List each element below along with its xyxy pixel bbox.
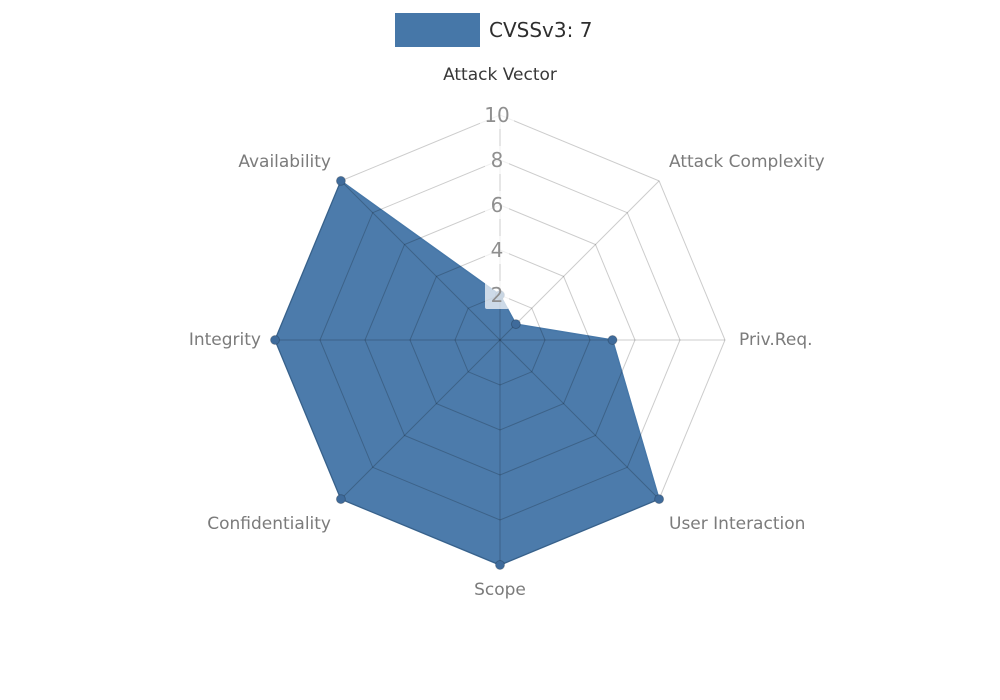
grid-spoke-user-interaction	[499, 339, 660, 500]
tick-label-box-4	[485, 236, 509, 264]
axis-label-scope: Scope	[474, 580, 526, 600]
grid-spoke-confidentiality	[340, 339, 501, 500]
tick-label-box-8	[485, 146, 509, 174]
grid-ring-4	[409, 249, 591, 431]
tick-label-6: 6	[491, 193, 504, 217]
axis-label-priv-req: Priv.Req.	[739, 330, 813, 350]
legend-swatch	[395, 13, 480, 47]
grid-spoke-availability	[340, 180, 501, 341]
series-marker-confidentiality	[335, 494, 346, 505]
axis-label-integrity: Integrity	[189, 330, 261, 350]
series-marker-user-interaction	[654, 494, 665, 505]
series-marker-integrity	[270, 335, 280, 345]
legend-label: CVSSv3: 7	[489, 18, 593, 42]
series-marker-availability	[335, 175, 346, 186]
axis-label-availability: Availability	[238, 152, 331, 172]
tick-label-box-10	[480, 101, 514, 129]
axis-label-attack-vector: Attack Vector	[443, 65, 557, 85]
grid-ring-8	[319, 159, 681, 521]
series-marker-priv-req	[607, 335, 618, 345]
tick-label-4: 4	[491, 238, 504, 262]
tick-label-box-6	[485, 191, 509, 219]
axis-label-attack-complexity: Attack Complexity	[669, 152, 825, 172]
series-marker-scope	[495, 560, 505, 570]
tick-label-box-2	[485, 281, 509, 309]
tick-label-8: 8	[491, 148, 504, 172]
grid-spoke-attack-complexity	[499, 180, 660, 341]
axis-label-user-interaction: User Interaction	[669, 514, 805, 534]
axis-label-confidentiality: Confidentiality	[207, 514, 331, 534]
chart-legend-item[interactable]: CVSSv3: 7	[395, 13, 592, 47]
tick-label-10: 10	[484, 103, 509, 127]
series-marker-attack-complexity	[510, 319, 521, 330]
grid-ring-6	[364, 204, 636, 476]
grid-ring-2	[454, 294, 546, 386]
tick-label-2: 2	[491, 283, 504, 307]
